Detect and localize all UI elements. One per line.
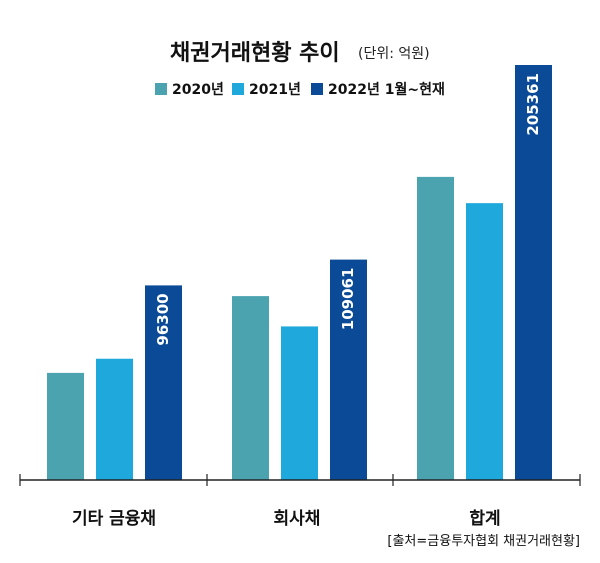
bar-2-3 xyxy=(330,259,367,480)
legend-label-1: 2020년 xyxy=(172,82,224,98)
bar-2-1 xyxy=(232,296,269,480)
value-label-3: 205361 xyxy=(524,73,542,136)
legend-swatch-2 xyxy=(232,83,244,95)
legend-label-2: 2021년 xyxy=(249,82,301,98)
bar-3-2 xyxy=(466,203,503,481)
legend-swatch-3 xyxy=(311,83,323,95)
x-axis-ticks xyxy=(19,474,581,486)
chart-title: 채권거래현황 추이 (단위: 억원) xyxy=(170,41,430,66)
category-label-1: 기타 금융채 xyxy=(72,509,156,529)
bar-1-1 xyxy=(47,372,84,480)
bar-3-3 xyxy=(515,65,552,480)
legend: 2020년 2021년 2022년 1월~현재 xyxy=(155,81,445,98)
bar-3-1 xyxy=(417,176,454,481)
chart-title-text: 채권거래현황 추이 xyxy=(170,41,340,66)
legend-swatch-1 xyxy=(155,83,167,95)
category-label-3: 합계 xyxy=(469,508,500,529)
chart-unit-text: (단위: 억원) xyxy=(358,46,430,62)
bar-2-2 xyxy=(281,326,318,480)
category-labels: 기타 금융채 회사채 합계 xyxy=(72,508,501,529)
bars: 96300 109061 205361 xyxy=(47,65,552,481)
value-label-2: 109061 xyxy=(339,268,357,331)
legend-label-3: 2022년 1월~현재 xyxy=(328,81,445,98)
bar-1-2 xyxy=(96,358,133,480)
value-label-1: 96300 xyxy=(154,293,172,345)
source-note: [출처=금융투자협회 채권거래현황] xyxy=(387,534,580,549)
bar-1-3 xyxy=(145,285,182,480)
category-label-2: 회사채 xyxy=(274,509,321,529)
